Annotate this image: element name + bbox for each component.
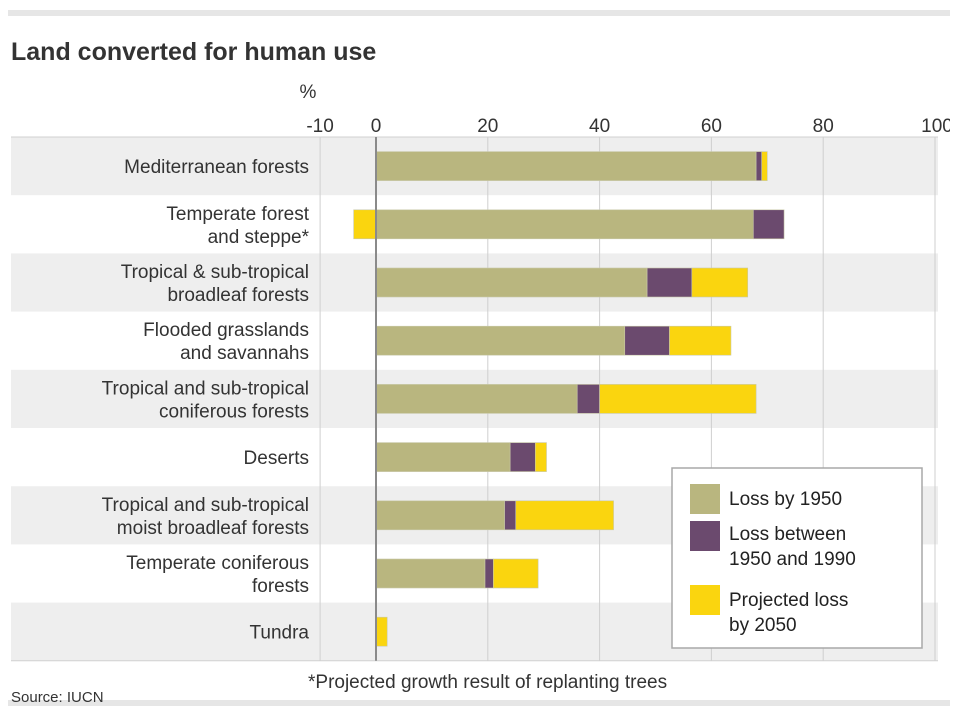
category-label: Tropical & sub-tropical [121, 262, 309, 283]
chart-title: Land converted for human use [11, 38, 376, 66]
legend-label: Loss by 1950 [729, 489, 842, 510]
bar-segment [753, 209, 785, 240]
category-label: Mediterranean forests [124, 157, 309, 178]
bar-segment [375, 151, 757, 181]
bar-segment [576, 384, 600, 414]
chart: Land converted for human use% -10 0 20 40 60 8… [11, 38, 950, 706]
category-label: Tundra [250, 623, 310, 644]
bar-segment [515, 500, 614, 531]
legend-label: 1950 and 1990 [729, 549, 856, 570]
bar-segment [375, 558, 486, 589]
bar-segment [375, 384, 578, 414]
source-note: Source: IUCN [11, 689, 104, 706]
unit-label: % [300, 82, 317, 103]
bar-segment [624, 325, 670, 356]
category-label: Deserts [244, 448, 309, 469]
bar-segment [509, 442, 536, 472]
legend-label: Projected loss [729, 590, 848, 611]
bar-segment [504, 500, 517, 531]
category-label: and steppe* [208, 227, 310, 248]
bar-segment [599, 384, 757, 414]
bar-segment [493, 558, 539, 589]
category-label: Flooded grasslands [143, 320, 309, 341]
bar-segment [669, 325, 732, 356]
category-label: moist broadleaf forests [117, 518, 309, 539]
bar-segment [691, 267, 749, 298]
legend-swatch [690, 585, 720, 615]
chart-card: Land converted for human use% -10 0 20 40 60 8… [8, 10, 950, 706]
category-label: Temperate coniferous [126, 553, 309, 574]
annotation-note: *Projected growth result of replanting t… [308, 672, 667, 693]
tick-label: 80 [813, 116, 834, 137]
bar-segment [646, 267, 693, 298]
bar-segment [375, 616, 388, 647]
legend-label: Loss between [729, 524, 846, 545]
category-label: broadleaf forests [167, 285, 309, 306]
tick-label: 40 [589, 116, 610, 137]
bar-segment [755, 151, 763, 181]
tick-label: 100 [921, 116, 950, 137]
category-label: coniferous forests [159, 401, 309, 422]
bar-segment [375, 267, 648, 298]
legend-swatch [690, 521, 720, 551]
legend-label: by 2050 [729, 615, 797, 636]
category-label: and savannahs [180, 343, 309, 364]
bar-segment [761, 151, 768, 181]
category-label: Tropical and sub-tropical [102, 378, 309, 399]
bar-segment [375, 325, 626, 356]
bar-segment [484, 558, 494, 589]
category-label: Temperate forest [166, 204, 309, 225]
bar-segment [535, 442, 547, 472]
category-label: forests [252, 576, 309, 597]
bar-segment [375, 209, 754, 240]
bar-segment [375, 500, 505, 531]
category-label: Tropical and sub-tropical [102, 495, 309, 516]
tick-label: 20 [477, 116, 498, 137]
tick-label: 60 [701, 116, 722, 137]
bar-segment [375, 442, 511, 472]
legend-swatch [690, 484, 720, 514]
bar-segment [353, 209, 377, 240]
tick-label: 0 [371, 116, 382, 137]
tick-label: -10 [306, 116, 333, 137]
